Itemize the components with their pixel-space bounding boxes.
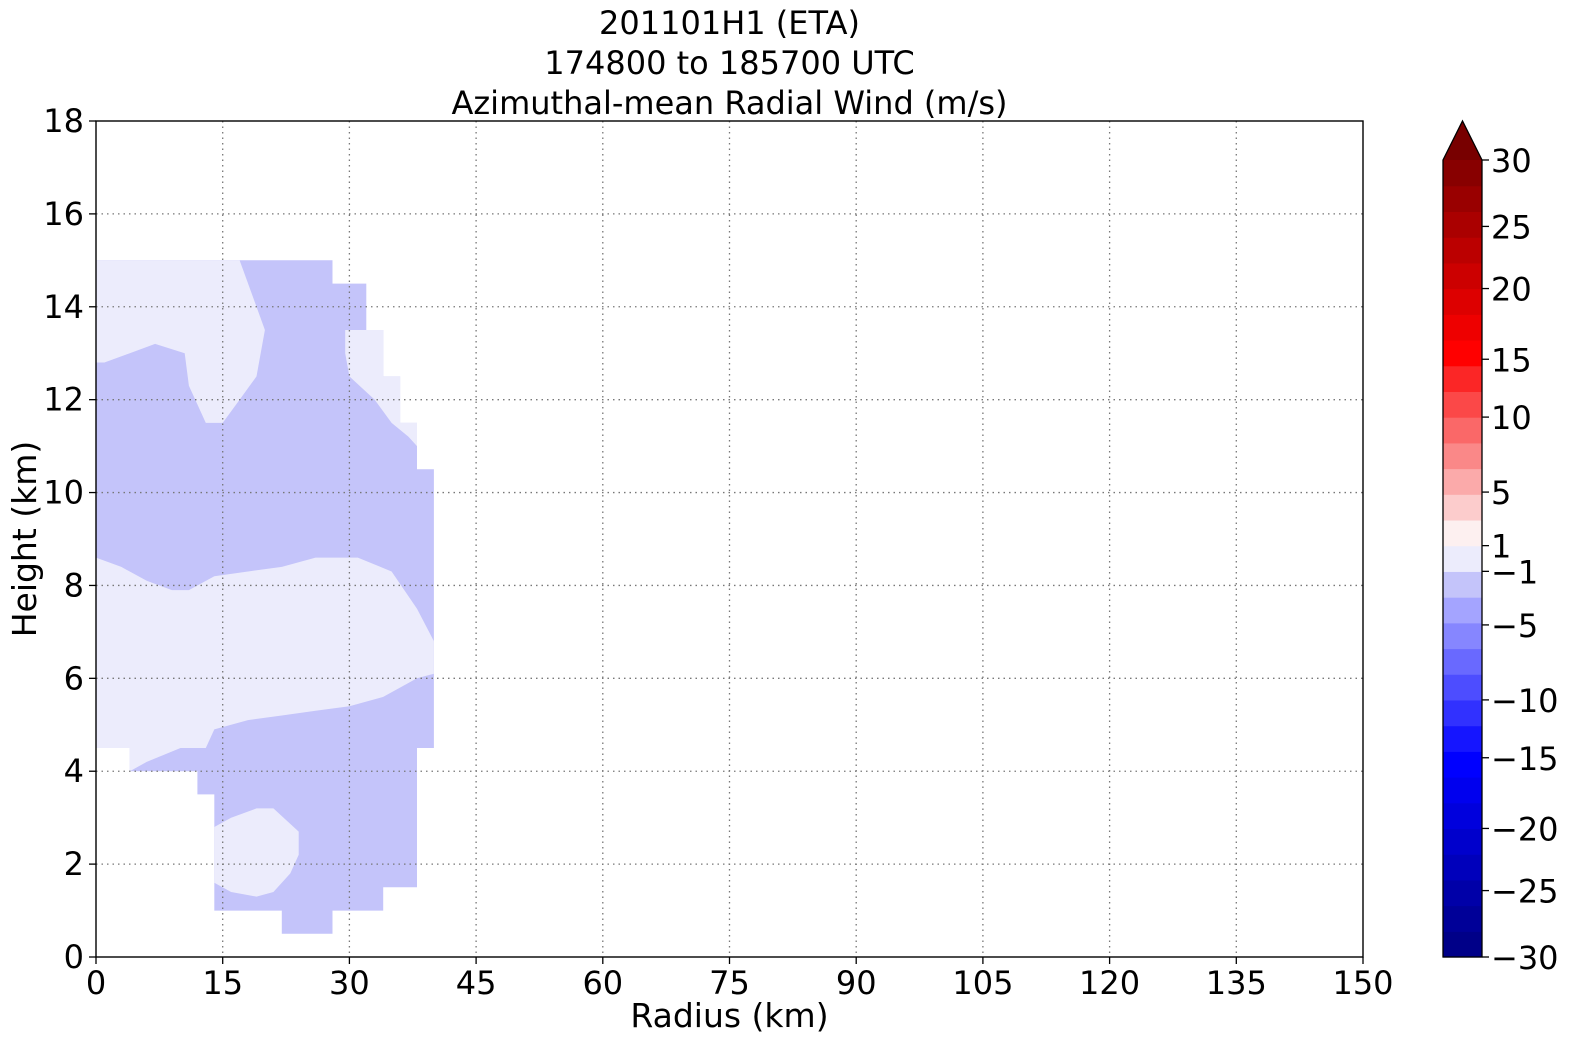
colorbar-band (1443, 494, 1482, 521)
chart-title-line: Azimuthal-mean Radial Wind (m/s) (451, 84, 1007, 122)
x-tick-label: 75 (709, 964, 750, 1002)
y-tick-label: 10 (43, 474, 84, 512)
colorbar-band (1443, 597, 1482, 624)
chart-title-line: 174800 to 185700 UTC (544, 44, 914, 82)
chart-title-block: 201101H1 (ETA)174800 to 185700 UTCAzimut… (451, 4, 1007, 122)
x-tick-label: 15 (202, 964, 243, 1002)
y-tick-label: 18 (43, 102, 84, 140)
colorbar-tick-label: 25 (1491, 208, 1532, 246)
colorbar-band (1443, 185, 1482, 213)
colorbar-band (1443, 365, 1482, 392)
colorbar-band (1443, 571, 1482, 598)
x-tick-label: 45 (456, 964, 497, 1002)
x-tick-label: 150 (1332, 964, 1393, 1002)
chart-title-line: 201101H1 (ETA) (599, 4, 860, 42)
colorbar-band (1443, 442, 1482, 470)
colorbar-band (1443, 468, 1482, 495)
colorbar-band (1443, 905, 1482, 932)
colorbar-tick-label: −15 (1491, 740, 1559, 778)
x-axis-label: Radius (km) (630, 996, 828, 1035)
y-tick-label: 4 (64, 752, 84, 790)
y-tick-label: 14 (43, 288, 84, 326)
colorbar-tick-label: −10 (1491, 682, 1559, 720)
colorbar-band (1443, 391, 1482, 418)
contour-region (345, 330, 417, 447)
y-tick-label: 12 (43, 381, 84, 419)
colorbar-outline (1442, 119, 1483, 958)
colorbar-band (1443, 699, 1482, 727)
colorbar-tick-label: 20 (1491, 271, 1532, 309)
colorbar-band (1443, 879, 1482, 907)
y-tick-label: 2 (64, 845, 84, 883)
colorbar-band (1443, 417, 1482, 444)
colorbar-tick-label: 30 (1491, 142, 1532, 180)
x-axis: 0 15 30 45 60 75 90 105 120 135 150 (86, 957, 1394, 1002)
plot-area (95, 120, 1364, 958)
colorbar-extend-arrow (1443, 121, 1482, 160)
y-tick-label: 16 (43, 195, 84, 233)
y-tick-label: 6 (64, 659, 84, 697)
y-tick-label: 0 (64, 938, 84, 976)
colorbar-band (1443, 288, 1482, 315)
colorbar-band (1443, 725, 1482, 752)
colorbar-band (1443, 674, 1482, 701)
colorbar-band (1443, 648, 1482, 675)
colorbar-tick-label: 5 (1491, 474, 1511, 512)
x-tick-label: 60 (582, 964, 623, 1002)
colorbar-tick-label: 10 (1491, 399, 1532, 437)
colorbar-band (1443, 160, 1482, 187)
y-axis-label: Height (km) (5, 441, 44, 638)
x-tick-label: 90 (836, 964, 877, 1002)
y-axis: 0 2 4 6 8 10 12 14 16 18 (43, 102, 96, 976)
colorbar-band (1443, 519, 1482, 547)
colorbar-band (1443, 314, 1482, 341)
colorbar-band (1443, 339, 1482, 367)
x-tick-label: 0 (86, 964, 106, 1002)
colorbar-band (1443, 751, 1482, 778)
colorbar-band (1443, 828, 1482, 855)
x-tick-label: 30 (329, 964, 370, 1002)
x-tick-label: 120 (1079, 964, 1140, 1002)
contour-region (96, 260, 265, 423)
colorbar-tick-label: −25 (1491, 873, 1559, 911)
contour-region (214, 808, 299, 897)
colorbar-band (1443, 802, 1482, 830)
colorbar-tick-label: −1 (1491, 553, 1538, 591)
colorbar-band (1443, 545, 1482, 572)
colorbar-band (1443, 237, 1482, 264)
colorbar-band (1443, 854, 1482, 881)
x-tick-label: 105 (952, 964, 1013, 1002)
colorbar-band (1443, 777, 1482, 804)
colorbar-band (1443, 931, 1482, 958)
colorbar-tick-label: −5 (1491, 607, 1538, 645)
colorbar-tick-label: 1 (1491, 528, 1511, 566)
colorbar-tick-label: 15 (1491, 341, 1532, 379)
colorbar-tick-label: −30 (1491, 939, 1559, 977)
colorbar-band (1443, 211, 1482, 238)
colorbar-band (1443, 622, 1482, 650)
y-tick-label: 8 (64, 566, 84, 604)
x-tick-label: 135 (1206, 964, 1267, 1002)
colorbar: 30 25 20 15 10 5 1−1 −5 −10 −15 −20 −25 −30 (1442, 119, 1559, 977)
colorbar-tick-label: −20 (1491, 810, 1559, 848)
colorbar-band (1443, 262, 1482, 290)
